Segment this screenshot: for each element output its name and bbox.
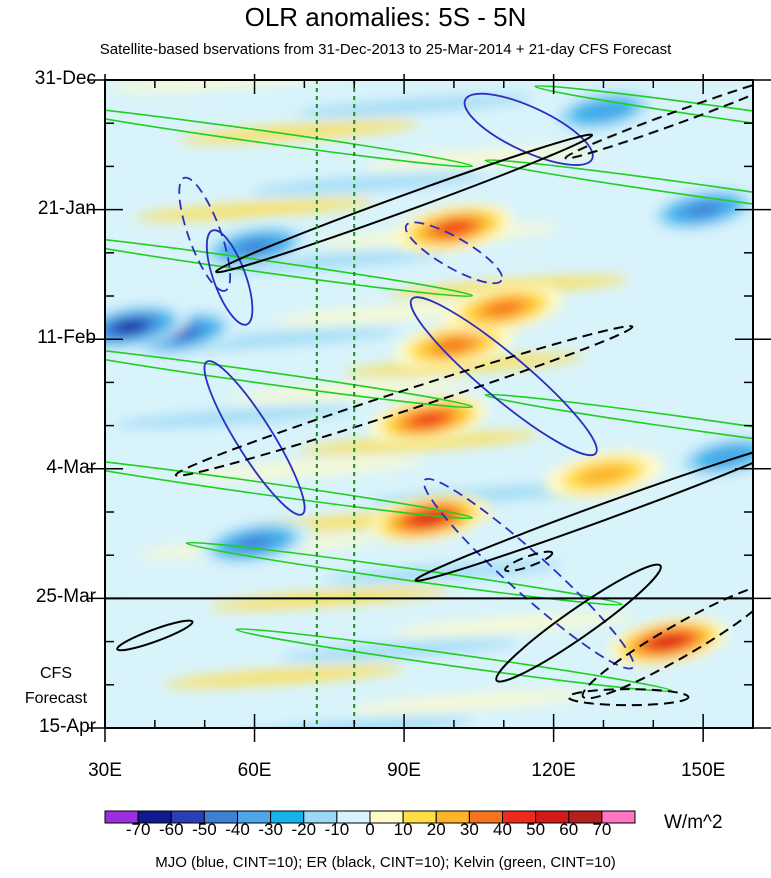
x-tick-label: 60E (237, 760, 272, 781)
x-tick-label: 150E (680, 760, 726, 781)
y-tick-label: 4-Mar (46, 456, 96, 478)
er-contour (215, 133, 594, 274)
plot-axes (87, 74, 771, 742)
colorbar-swatch (601, 810, 636, 824)
texture-band (229, 380, 469, 402)
colorbar-label: 30 (459, 820, 479, 839)
colorbar-label: 0 (365, 820, 375, 839)
texture-band (349, 691, 589, 713)
texture-band (279, 639, 519, 662)
colorbar-label: 50 (526, 820, 546, 839)
y-tick-label: 21-Jan (37, 197, 96, 219)
texture-band (249, 172, 489, 195)
er-contour (564, 80, 753, 160)
anomaly-blob (434, 337, 474, 354)
colorbar-label: 20 (426, 820, 446, 839)
colorbar-label: -50 (192, 820, 217, 839)
colorbar-label: -10 (324, 820, 350, 839)
texture-band (394, 613, 634, 636)
kelvin-contour (484, 159, 753, 224)
y-tick-label: 15-Apr (38, 716, 96, 737)
colorbar-label: 40 (493, 820, 512, 839)
anomaly-blob (412, 412, 446, 426)
y-tick-label: 31-Dec (34, 68, 96, 89)
texture-band (234, 717, 474, 728)
colorbar-label: -40 (225, 820, 250, 839)
mjo-contour (205, 229, 254, 326)
chart-title: OLR anomalies: 5S - 5N (244, 2, 527, 32)
colorbar-label: -70 (125, 820, 151, 839)
texture-band (324, 561, 564, 584)
y-tick-label: 25-Mar (35, 586, 96, 608)
x-tick-label: 30E (88, 760, 122, 781)
mjo-contour (178, 176, 232, 292)
anomaly-blob (578, 464, 629, 486)
x-tick-label: 120E (531, 760, 576, 781)
kelvin-contour (105, 103, 474, 168)
anomaly-blob (118, 322, 142, 332)
mjo-contour (422, 477, 635, 670)
colorbar-label: -20 (291, 820, 317, 839)
texture-band (294, 95, 534, 117)
colorbar-label: -30 (258, 820, 283, 839)
texture-band (184, 457, 425, 480)
colorbar-label: 70 (592, 820, 612, 839)
kelvin-contour (484, 393, 753, 458)
texture-band (179, 120, 420, 143)
anomaly-blobs (105, 86, 753, 666)
reference-lines (315, 80, 356, 728)
colorbar-label: -60 (158, 820, 184, 839)
contour-legend: MJO (blue, CINT=10); ER (black, CINT=10)… (155, 854, 616, 871)
mjo-contour (409, 296, 598, 457)
er-contour (567, 688, 690, 707)
forecast-label: Forecast (24, 690, 88, 707)
er-contour (581, 583, 753, 700)
texture-band (159, 328, 400, 351)
chart-subtitle: Satellite-based bservations from 31-Dec-… (99, 41, 672, 58)
texture-band (114, 406, 355, 428)
anomaly-blob (687, 203, 720, 217)
er-contour (495, 563, 662, 683)
anomaly-blob (238, 536, 271, 550)
mjo-contour (404, 221, 504, 285)
texture-band (164, 665, 405, 688)
colorbar-label: 60 (559, 820, 579, 839)
kelvin-contour (105, 344, 474, 409)
mjo-contour (463, 92, 594, 166)
er-contour (414, 442, 753, 582)
anomaly-blob (484, 300, 524, 317)
y-tick-label: 11-Feb (37, 327, 96, 349)
colorbar-units: W/m^2 (664, 812, 723, 833)
wave-contours (105, 80, 753, 707)
er-contour (504, 550, 554, 573)
kelvin-contour (185, 541, 623, 606)
anomaly-blob (583, 102, 624, 119)
kelvin-contour (105, 233, 474, 298)
texture-band (109, 80, 350, 91)
anomaly-blob (654, 636, 682, 648)
cfs-label: CFS (40, 665, 72, 682)
colorbar-label: 10 (393, 820, 413, 839)
colorbar (104, 810, 636, 824)
x-tick-label: 90E (387, 760, 421, 781)
plot-frame (104, 79, 754, 729)
er-contour (116, 619, 194, 652)
texture-band (134, 198, 375, 221)
er-contour (174, 325, 634, 477)
anomaly-blob (708, 448, 748, 465)
kelvin-contour (105, 455, 474, 520)
